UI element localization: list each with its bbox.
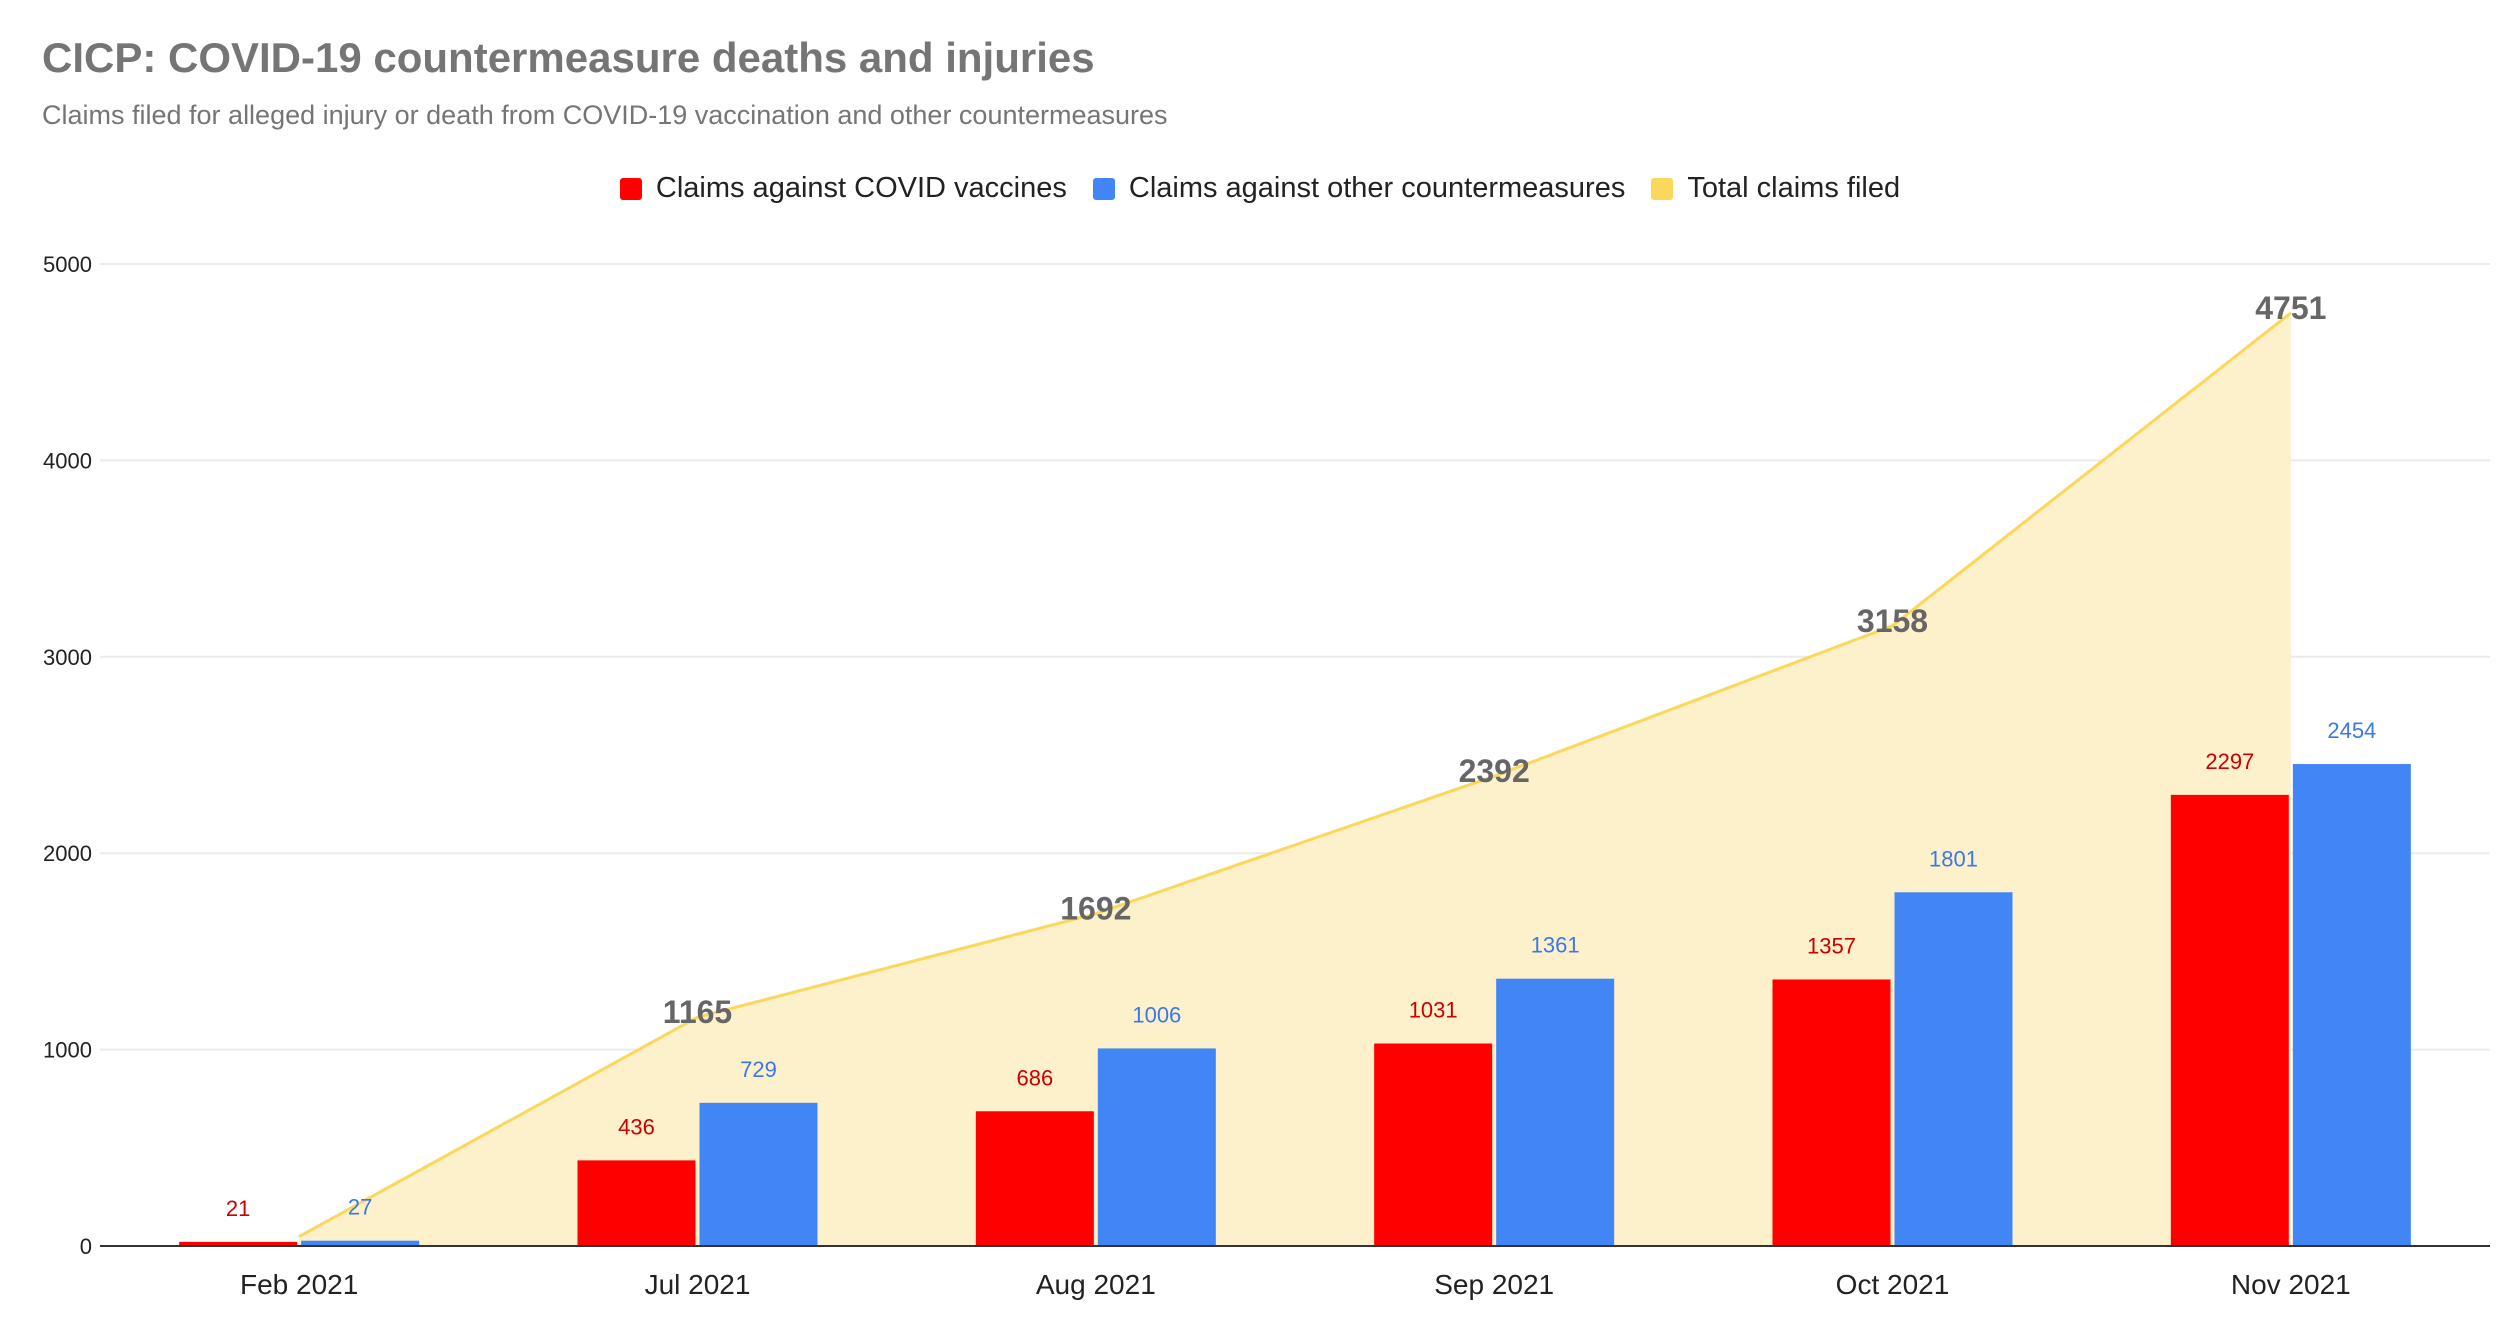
data-label-total: 4751 xyxy=(2255,290,2326,326)
x-tick-label: Sep 2021 xyxy=(1434,1269,1554,1300)
chart-subtitle: Claims filed for alleged injury or death… xyxy=(42,100,1168,130)
data-label-other: 1361 xyxy=(1531,933,1580,958)
data-label-other: 1006 xyxy=(1132,1002,1181,1027)
legend-item-other[interactable]: Claims against other countermeasures xyxy=(1092,172,1626,205)
data-label-total: 1692 xyxy=(1060,891,1131,927)
x-tick-label: Oct 2021 xyxy=(1836,1269,1950,1300)
total-line xyxy=(298,311,2292,1238)
bar-vaccines xyxy=(2170,794,2289,1246)
legend-label-total: Total claims filed xyxy=(1687,172,1901,204)
legend-swatch-total xyxy=(1651,177,1674,200)
bar-vaccines xyxy=(975,1111,1094,1246)
data-label-total: 2392 xyxy=(1459,753,1530,789)
bar-other xyxy=(1496,978,1615,1246)
y-tick-label: 2000 xyxy=(43,841,92,866)
data-label-other: 729 xyxy=(740,1057,777,1082)
y-tick-label: 5000 xyxy=(43,252,92,277)
data-label-other: 1801 xyxy=(1929,846,1978,871)
data-label-vaccines: 21 xyxy=(226,1196,250,1221)
data-label-vaccines: 1357 xyxy=(1807,933,1856,958)
legend-label-vaccines: Claims against COVID vaccines xyxy=(655,172,1067,204)
x-tick-label: Jul 2021 xyxy=(645,1269,751,1300)
bar-other xyxy=(699,1102,818,1246)
bar-vaccines xyxy=(1374,1043,1493,1246)
legend-swatch-other xyxy=(1092,177,1115,200)
data-label-vaccines: 436 xyxy=(618,1114,655,1139)
bar-other xyxy=(2292,764,2411,1246)
chart-title: CICP: COVID-19 countermeasure deaths and… xyxy=(42,34,1095,81)
x-tick-label: Aug 2021 xyxy=(1036,1269,1156,1300)
bar-vaccines xyxy=(1772,979,1891,1246)
bar-other xyxy=(1097,1048,1216,1246)
bar-vaccines xyxy=(179,1241,298,1246)
legend-item-vaccines[interactable]: Claims against COVID vaccines xyxy=(619,172,1067,205)
data-label-vaccines: 686 xyxy=(1016,1065,1053,1090)
x-tick-label: Nov 2021 xyxy=(2231,1269,2351,1300)
data-label-total: 1165 xyxy=(663,994,732,1030)
y-tick-label: 0 xyxy=(80,1234,92,1259)
data-label-other: 27 xyxy=(348,1195,372,1220)
legend-label-other: Claims against other countermeasures xyxy=(1128,172,1626,204)
x-tick-label: Feb 2021 xyxy=(240,1269,358,1300)
y-tick-label: 4000 xyxy=(43,448,92,473)
legend: Claims against COVID vaccines Claims aga… xyxy=(0,172,2520,205)
bar-other xyxy=(1894,892,2013,1246)
legend-item-total[interactable]: Total claims filed xyxy=(1651,172,1900,205)
data-label-total: 3158 xyxy=(1857,603,1928,639)
y-tick-label: 1000 xyxy=(43,1038,92,1063)
bar-vaccines xyxy=(577,1160,696,1246)
y-tick-label: 3000 xyxy=(43,645,92,670)
data-label-vaccines: 1031 xyxy=(1409,998,1458,1023)
data-label-other: 2454 xyxy=(2327,718,2376,743)
data-label-vaccines: 2297 xyxy=(2205,749,2254,774)
bar-other xyxy=(301,1240,420,1246)
legend-swatch-vaccines xyxy=(619,177,642,200)
